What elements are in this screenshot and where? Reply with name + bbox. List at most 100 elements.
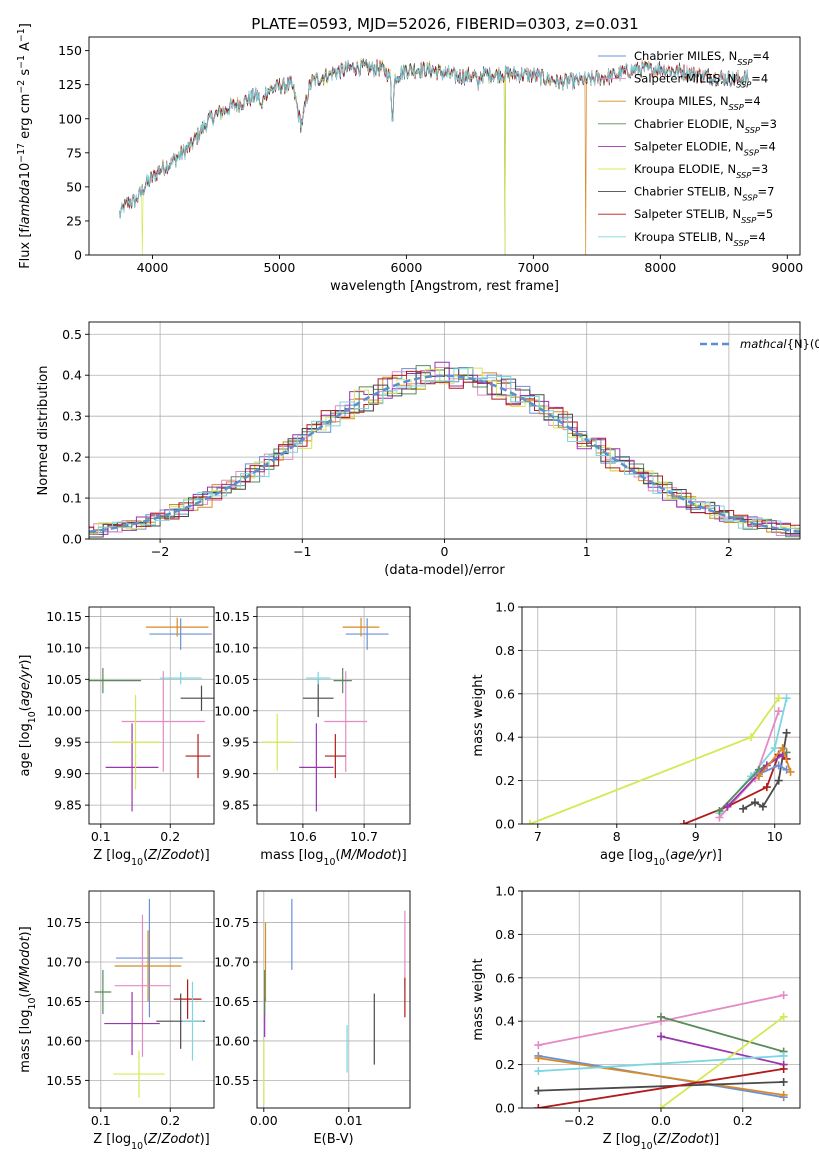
y-tick-label: 150 (58, 43, 82, 58)
y-tick-label: 10.00 (46, 703, 82, 718)
legend-label: Chabrier ELODIE, NSSP=3 (634, 117, 777, 135)
x-axis-label: Z [log10(Z/Zodot)] (603, 1132, 720, 1152)
errorbar-point (324, 734, 346, 779)
y-tick-label: 10.65 (214, 994, 250, 1009)
errorbar-point (111, 695, 160, 790)
x-tick-label: 0.0 (651, 1113, 671, 1128)
plot-area-age-vs-mass (261, 617, 389, 812)
y-tick-label: 1.0 (495, 884, 515, 899)
histogram-salpeter-elodie (89, 361, 800, 536)
marker-plus (534, 1041, 543, 1050)
line-salpeter-stelib (683, 753, 788, 824)
y-tick-label: 0.4 (62, 368, 82, 383)
axes-age-vs-mass: 10.6 10.7 9.85 9.90 9.95 10.00 10.05 10.10 10.15… (214, 606, 411, 868)
x-tick-label: 0.01 (335, 1113, 363, 1128)
y-tick-label: 0.4 (495, 1014, 515, 1029)
marker-plus (723, 802, 732, 811)
x-tick-label: 0.2 (160, 829, 180, 844)
marker-plus (774, 776, 783, 785)
errorbar-point (116, 898, 183, 1018)
y-tick-label: 9.95 (222, 735, 250, 750)
errorbar-point (105, 723, 159, 812)
y-tick-label: 10.15 (46, 609, 82, 624)
x-tick-label: 0.1 (91, 1113, 111, 1128)
legend-label: Salpeter MILES, NSSP=4 (634, 72, 768, 90)
errorbar-point (324, 671, 368, 772)
marker-plus (774, 761, 783, 770)
x-axis-label: age [log10(age/yr)] (600, 848, 722, 868)
y-tick-label: 0.3 (62, 409, 82, 424)
x-axis-label: Z [log10(Z/Zodot)] (93, 1132, 210, 1152)
axes-frame (256, 606, 411, 825)
marker-plus (657, 1104, 665, 1108)
y-tick-label: 0.0 (495, 1101, 515, 1116)
y-tick-label: 75 (66, 145, 82, 160)
axes-mass-vs-EBV: 0.00 0.01 10.55 10.60 10.65 10.70 10.75 E(B-V) (214, 890, 411, 1147)
axes-mass-vs-Z: 0.1 0.2 10.55 10.60 10.65 10.70 10.75 Z [log10(… (18, 890, 215, 1152)
x-tick-label: 9000 (771, 260, 803, 275)
plot-area-spectrum (119, 57, 750, 255)
y-axis-label: mass weight (471, 674, 486, 756)
errorbar-point (345, 618, 389, 650)
x-tick-label: −1 (293, 544, 311, 559)
x-tick-label: 4000 (137, 260, 169, 275)
x-axis-label: wavelength [Angstrom, rest frame] (330, 279, 559, 294)
errorbar-point (261, 713, 293, 771)
marker-plus (715, 806, 724, 815)
plot-area-residuals (89, 361, 800, 538)
axes-frame (521, 606, 801, 825)
spectrum-line-kroupa-stelib (119, 59, 750, 219)
y-tick-label: 10.55 (214, 1073, 250, 1088)
x-tick-label: 1 (583, 544, 591, 559)
legend-label: Kroupa MILES, NSSP=4 (634, 94, 761, 112)
y-tick-label: 9.90 (222, 766, 250, 781)
y-tick-label: 0.6 (495, 686, 515, 701)
errorbar-point (305, 671, 331, 685)
marker-plus (779, 1051, 788, 1060)
errorbar-point (302, 679, 334, 718)
axes-residuals: −2 −1 0 1 2 0.0 0.1 0.2 0.3 0.4 0.5 (data-model)/er… (36, 321, 819, 578)
marker-plus (657, 1032, 665, 1041)
y-tick-label: 10.60 (46, 1033, 82, 1048)
errorbar-point (114, 914, 171, 1057)
errorbar-point (173, 979, 202, 1019)
y-tick-label: 0.8 (495, 927, 515, 942)
x-tick-label: 0.1 (91, 829, 111, 844)
axes-frame (88, 890, 215, 1109)
y-tick-label: 10.05 (214, 672, 250, 687)
y-tick-label: 0.4 (495, 730, 515, 745)
x-axis-label: (data-model)/error (384, 563, 505, 578)
marker-plus (778, 744, 787, 753)
y-tick-label: 125 (58, 77, 82, 92)
y-tick-label: 100 (58, 111, 82, 126)
errorbar-point (185, 734, 211, 779)
y-tick-label: 50 (66, 179, 82, 194)
line-kroupa-miles (538, 1057, 784, 1096)
y-tick-label: 0.6 (495, 970, 515, 985)
x-tick-label: 0.2 (733, 1113, 753, 1128)
plot-area-mass-weight-vs-age (525, 694, 795, 824)
y-tick-label: 0 (74, 248, 82, 263)
marker-plus (779, 991, 788, 1000)
marker-plus (786, 767, 795, 776)
y-axis-label: age [log10(age/yr)] (18, 654, 38, 776)
axes-frame (256, 890, 411, 1109)
axes-frame (88, 36, 801, 256)
y-tick-label: 1.0 (495, 600, 515, 615)
marker-plus (782, 728, 791, 737)
line-chabrier-elodie (660, 1016, 784, 1053)
plot-area-mass-vs-EBV (263, 898, 406, 1105)
y-tick-label: 10.55 (46, 1073, 82, 1088)
y-tick-label: 0.0 (495, 817, 515, 832)
normal-reference-curve (89, 374, 800, 534)
y-tick-label: 10.65 (46, 994, 82, 1009)
axes-age-vs-Z: 0.1 0.2 9.85 9.90 9.95 10.00 10.05 10.10 10.15 Z … (18, 606, 215, 868)
x-tick-label: 6000 (391, 260, 423, 275)
y-tick-label: 10.75 (214, 915, 250, 930)
errorbar-point (299, 723, 334, 812)
errorbar-point (182, 981, 203, 1061)
legend-label: Chabrier STELIB, NSSP=7 (634, 185, 774, 203)
plot-area-mass-weight-vs-Z (534, 991, 788, 1108)
marker-plus (534, 1104, 543, 1108)
marker-plus (758, 802, 767, 811)
